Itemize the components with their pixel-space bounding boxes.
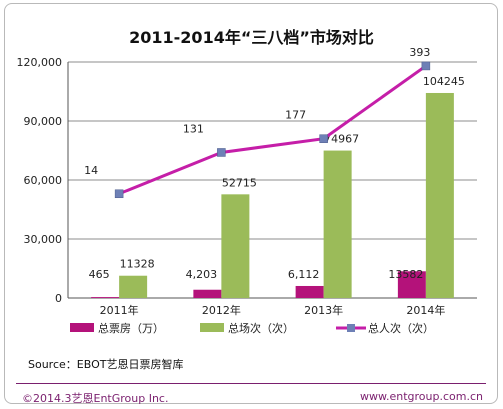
data-label: 52715: [222, 176, 257, 189]
data-label: 11328: [120, 258, 155, 271]
y-tick-label: 90,000: [24, 115, 63, 128]
x-tick-label: 2014年: [406, 303, 445, 317]
bar-box-office: [193, 289, 222, 298]
x-tick-label: 2011年: [100, 303, 139, 317]
copyright-text: ©2014.3艺恩EntGroup Inc.: [22, 392, 169, 405]
bar-box-office: [91, 297, 120, 298]
source-note: Source：EBOT艺恩日票房智库: [28, 358, 184, 371]
bar-screenings: [119, 275, 148, 298]
y-tick-label: 120,000: [17, 56, 63, 69]
data-label: 4,203: [186, 268, 218, 281]
y-tick-label: 30,000: [24, 233, 63, 246]
attendance-marker: [319, 134, 328, 143]
data-label: 13582: [388, 268, 423, 281]
data-label: 74967: [324, 133, 359, 146]
data-label: 104245: [423, 75, 465, 88]
x-tick-label: 2013年: [304, 303, 343, 317]
chart-frame: [4, 3, 498, 404]
bar-box-office: [397, 271, 426, 298]
website-url: www.entgroup.com.cn: [360, 390, 483, 403]
bar-box-office: [295, 285, 324, 298]
legend-label: 总场次（次）: [228, 321, 294, 335]
data-label: 393: [409, 46, 430, 59]
footer-rule: [16, 383, 486, 384]
attendance-marker: [114, 189, 124, 199]
legend-label: 总票房（万）: [98, 321, 164, 335]
bar-screenings: [221, 194, 250, 298]
bar-screenings: [425, 92, 454, 298]
chart-title: 2011-2014年“三八档”市场对比: [129, 28, 374, 47]
attendance-marker: [217, 148, 226, 157]
legend-swatch: [70, 323, 94, 332]
attendance-marker: [421, 61, 431, 71]
legend-marker: [347, 324, 355, 332]
data-label: 14: [84, 164, 98, 177]
bar-screenings: [323, 150, 352, 298]
x-tick-label: 2012年: [202, 303, 241, 317]
legend-swatch: [200, 323, 224, 332]
data-label: 177: [285, 109, 306, 122]
legend-label: 总人次（次）: [368, 321, 434, 335]
data-label: 6,112: [288, 268, 320, 281]
data-label: 131: [183, 122, 204, 135]
attendance-line: [118, 64, 427, 196]
y-tick-label: 60,000: [24, 174, 63, 187]
y-tick-label: 0: [55, 292, 62, 305]
data-label: 465: [89, 268, 110, 281]
